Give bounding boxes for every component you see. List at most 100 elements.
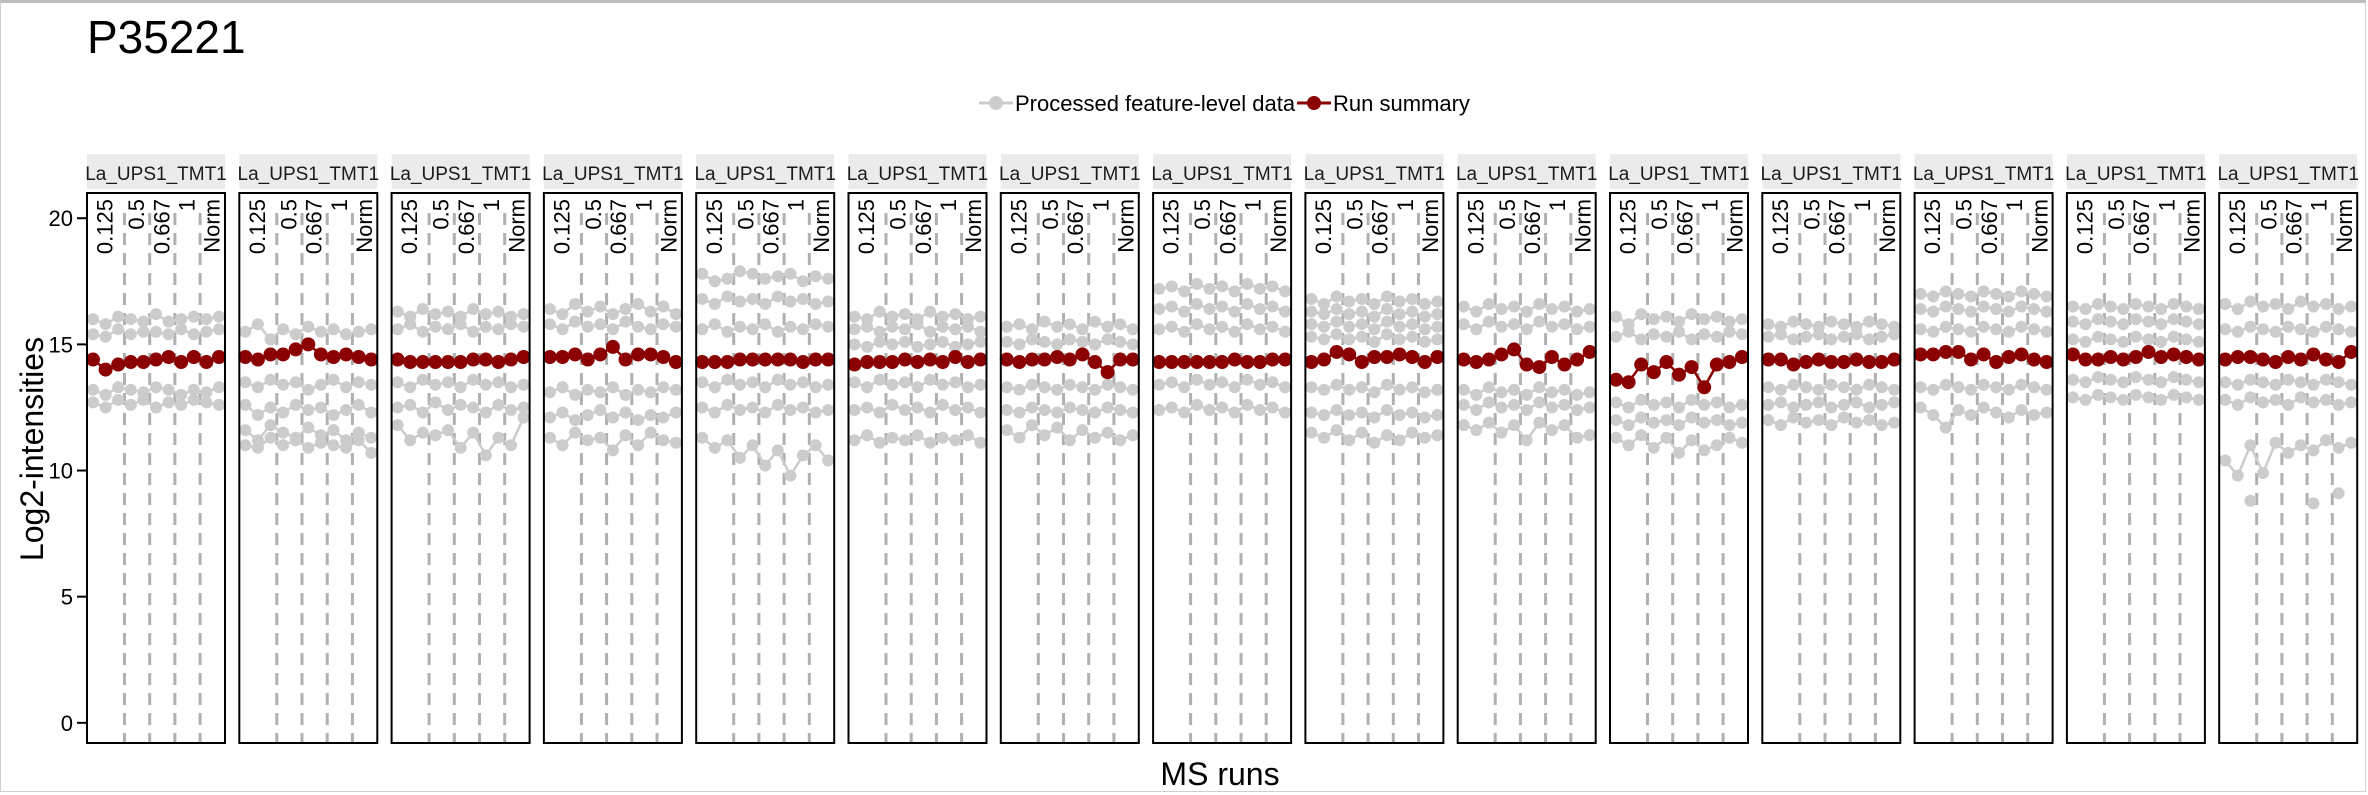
feature-point — [809, 270, 822, 283]
feature-point — [1253, 378, 1266, 391]
feature-point — [251, 409, 264, 422]
feature-point — [404, 434, 417, 447]
feature-point — [1355, 381, 1368, 394]
feature-point — [1178, 381, 1191, 394]
feature-point — [1266, 376, 1279, 389]
feature-point — [1723, 401, 1736, 414]
summary-point — [808, 352, 823, 367]
feature-point — [492, 431, 505, 444]
feature-point — [2192, 303, 2205, 316]
feature-point — [784, 378, 797, 391]
summary-point — [1887, 352, 1902, 367]
feature-point — [543, 431, 556, 444]
feature-point — [2244, 373, 2257, 386]
feature-point — [1863, 401, 1876, 414]
feature-point — [657, 411, 670, 424]
feature-point — [2040, 325, 2053, 338]
feature-point — [1914, 303, 1927, 316]
feature-point — [87, 383, 99, 396]
condition-label: 0.5 — [1799, 199, 1824, 230]
summary-point — [1761, 352, 1776, 367]
feature-point — [1457, 398, 1470, 411]
feature-point — [949, 403, 962, 416]
feature-point — [1101, 426, 1114, 439]
feature-point — [734, 378, 746, 391]
feature-point — [1610, 414, 1622, 427]
feature-point — [1495, 386, 1508, 399]
feature-point — [1647, 441, 1660, 454]
feature-point — [1343, 383, 1356, 396]
summary-point — [2331, 355, 2346, 370]
feature-point — [505, 439, 517, 452]
feature-point — [264, 333, 277, 346]
feature-point — [1381, 315, 1393, 328]
summary-point — [1976, 347, 1991, 362]
feature-point — [479, 406, 492, 419]
feature-point — [2231, 325, 2244, 338]
feature-point — [340, 403, 353, 416]
feature-point — [2219, 376, 2232, 389]
feature-point — [1241, 318, 1254, 331]
feature-point — [1583, 320, 1596, 333]
summary-point — [1926, 347, 1941, 362]
feature-point — [1026, 378, 1038, 391]
feature-point — [2117, 335, 2130, 348]
summary-point — [2154, 349, 2169, 364]
summary-point — [923, 352, 938, 367]
feature-point — [2320, 373, 2332, 386]
feature-point — [924, 436, 937, 449]
feature-point — [1635, 429, 1648, 442]
feature-point — [99, 401, 112, 414]
feature-point — [594, 386, 607, 399]
feature-point — [1089, 338, 1101, 351]
feature-point — [1622, 419, 1635, 432]
feature-point — [606, 308, 619, 321]
feature-point — [1571, 323, 1584, 336]
feature-point — [2104, 373, 2117, 386]
summary-point — [758, 352, 773, 367]
feature-point — [2104, 333, 2117, 346]
panel-border — [238, 192, 379, 744]
summary-point — [1088, 355, 1102, 370]
feature-point — [1101, 333, 1114, 346]
feature-point — [2269, 436, 2282, 449]
feature-point — [1939, 421, 1952, 434]
feature-point — [1355, 305, 1368, 318]
feature-point — [2307, 444, 2320, 457]
summary-point — [2191, 352, 2206, 367]
panel-strip — [848, 154, 987, 189]
feature-point — [1165, 376, 1178, 389]
condition-label: 0.667 — [1825, 199, 1850, 254]
condition-label: 0.5 — [124, 199, 149, 230]
feature-point — [340, 441, 353, 454]
feature-point — [327, 439, 340, 452]
feature-point — [1635, 333, 1648, 346]
feature-point — [200, 396, 213, 409]
feature-point — [87, 328, 99, 341]
feature-point — [327, 323, 340, 336]
summary-point — [1634, 357, 1649, 372]
feature-point — [2180, 373, 2193, 386]
feature-point — [517, 320, 530, 333]
feature-point — [391, 323, 404, 336]
feature-point — [1126, 406, 1139, 419]
feature-point — [1343, 409, 1356, 422]
feature-point — [974, 310, 987, 323]
feature-point — [1545, 386, 1558, 399]
feature-point — [734, 265, 746, 278]
feature-point — [1482, 381, 1495, 394]
feature-point — [1837, 318, 1850, 331]
feature-point — [1622, 325, 1635, 338]
feature-point — [1101, 378, 1114, 391]
summary-point — [1189, 355, 1204, 370]
summary-point — [2103, 349, 2118, 364]
feature-point — [936, 398, 949, 411]
feature-point — [669, 308, 682, 321]
feature-point — [1863, 414, 1876, 427]
feature-point — [1888, 383, 1901, 396]
panel-strip-label: La_UPS1_TMT1 — [2065, 164, 2207, 185]
feature-point — [936, 310, 949, 323]
feature-point — [1520, 403, 1533, 416]
panel-border — [2218, 192, 2359, 744]
feature-point — [2269, 298, 2282, 311]
